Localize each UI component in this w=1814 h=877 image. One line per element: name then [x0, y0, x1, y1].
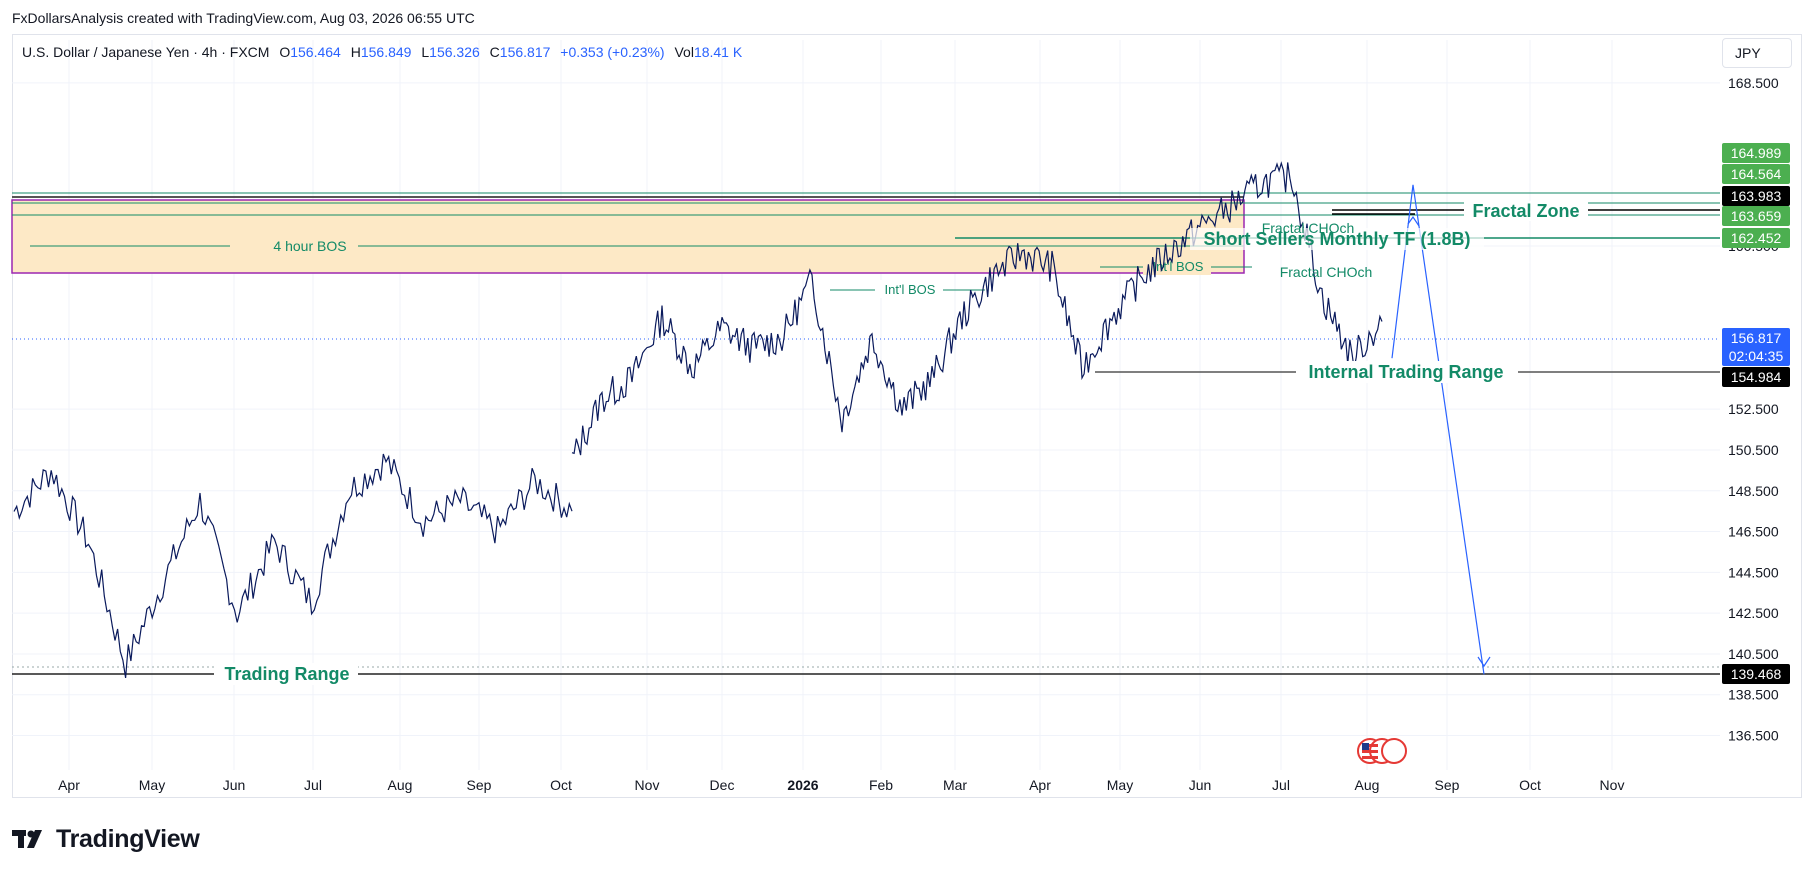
x-tick-5: Sep: [467, 777, 492, 793]
trading-range-label: Trading Range: [224, 664, 349, 684]
badge-139468-text: 139.468: [1731, 666, 1782, 682]
legend-change: +0.353 (+0.23%): [560, 44, 665, 60]
symbol-legend[interactable]: U.S. Dollar / Japanese Yen · 4h · FXCM O…: [22, 44, 742, 60]
chart-grid: [12, 40, 1720, 770]
tradingview-logo-text: TradingView: [56, 824, 200, 853]
x-tick-0: Apr: [58, 777, 80, 793]
x-axis: Apr May Jun Jul Aug Sep Oct Nov Dec 2026 Feb Mar Apr…: [58, 777, 1624, 793]
short-sellers-label-bg: [1190, 228, 1484, 250]
chart-attribution: FxDollarsAnalysis created with TradingVi…: [12, 10, 475, 26]
badge-162452: 162.452: [1722, 228, 1790, 248]
zone-4h-bos: [11, 199, 1245, 274]
us-flag-event-icon[interactable]: [1357, 738, 1407, 764]
x-tick-6: Oct: [550, 777, 572, 793]
legend-symbol: U.S. Dollar / Japanese Yen · 4h · FXCM: [22, 44, 270, 60]
y-tick-9: 138.500: [1728, 687, 1779, 703]
projection-arrowhead-top: [1407, 215, 1420, 227]
intl-bos-label-1: Int'l BOS: [885, 282, 936, 297]
x-tick-2: Jun: [223, 777, 246, 793]
y-tick-7: 142.500: [1728, 605, 1779, 621]
legend-high-value: 156.849: [360, 44, 412, 60]
badge-163983-text: 163.983: [1731, 188, 1782, 204]
x-tick-15: Jul: [1272, 777, 1290, 793]
x-tick-18: Oct: [1519, 777, 1541, 793]
current-price-text: 156.817: [1731, 330, 1782, 346]
y-tick-5: 146.500: [1728, 524, 1779, 540]
badge-154984-text: 154.984: [1731, 369, 1782, 385]
zone-bos-label-bg: [230, 236, 358, 256]
tradingview-logo-icon: [12, 830, 42, 848]
x-tick-13: May: [1107, 777, 1133, 793]
projection-arrowhead-bottom: [1477, 656, 1491, 668]
legend-volume-value: 18.41 K: [693, 44, 743, 60]
x-tick-16: Aug: [1355, 777, 1380, 793]
legend-close-value: 156.817: [499, 44, 551, 60]
legend-high-label: H: [350, 44, 361, 60]
trading-range-label-bg: [214, 663, 358, 685]
badge-139468: 139.468: [1722, 664, 1790, 684]
y-tick-8: 140.500: [1728, 646, 1779, 662]
x-tick-11: Mar: [943, 777, 967, 793]
legend-open-label: O: [279, 44, 291, 60]
y-tick-3: 150.500: [1728, 442, 1779, 458]
x-tick-14: Jun: [1189, 777, 1212, 793]
badge-163983: 163.983: [1722, 186, 1790, 206]
fractal-choch-label-1: Fractal CHOch: [1262, 220, 1355, 236]
price-series-segment-1: [13, 453, 573, 678]
y-tick-10: 136.500: [1728, 728, 1779, 744]
legend-open-value: 156.464: [290, 44, 341, 60]
fractal-choch-label-2: Fractal CHOch: [1280, 264, 1373, 280]
x-tick-4: Aug: [388, 777, 413, 793]
badge-current-price: 156.817 02:04:35: [1722, 328, 1790, 366]
fractal-zone-label: Fractal Zone: [1472, 201, 1579, 221]
intl-bos-label-2: Int'l BOS: [1153, 259, 1204, 274]
internal-range-label-bg: [1296, 361, 1518, 383]
x-tick-8: Dec: [710, 777, 735, 793]
y-tick-4: 148.500: [1728, 483, 1779, 499]
legend-volume-label: Vol: [674, 44, 694, 60]
price-series-segment-2: [571, 161, 1383, 456]
y-tick-0: 168.500: [1728, 75, 1779, 91]
projection-arrow: [1391, 184, 1485, 675]
badge-164989-text: 164.989: [1731, 145, 1782, 161]
intl-bos-label-1-bg: [875, 280, 943, 298]
internal-range-label: Internal Trading Range: [1308, 362, 1503, 382]
zone-bos-label: 4 hour BOS: [273, 238, 346, 254]
badge-163659: 163.659: [1722, 206, 1790, 226]
badge-154984: 154.984: [1722, 367, 1790, 387]
currency-button[interactable]: JPY: [1722, 38, 1792, 68]
x-tick-10: Feb: [869, 777, 893, 793]
y-tick-6: 144.500: [1728, 564, 1779, 580]
legend-low-label: L: [421, 44, 430, 60]
tradingview-logo[interactable]: TradingView: [12, 824, 200, 854]
x-tick-7: Nov: [635, 777, 660, 793]
badge-162452-text: 162.452: [1731, 230, 1782, 246]
x-tick-19: Nov: [1600, 777, 1625, 793]
x-tick-9: 2026: [787, 777, 818, 793]
countdown-text: 02:04:35: [1729, 348, 1784, 364]
legend-low-value: 156.326: [429, 44, 480, 60]
x-tick-12: Apr: [1029, 777, 1051, 793]
legend-close-label: C: [489, 44, 500, 60]
badge-164564: 164.564: [1722, 164, 1790, 184]
x-tick-17: Sep: [1435, 777, 1460, 793]
badge-163659-text: 163.659: [1731, 208, 1782, 224]
short-sellers-label: Short Sellers Monthly TF (1.8B): [1203, 229, 1470, 249]
x-tick-1: May: [139, 777, 165, 793]
x-tick-3: Jul: [304, 777, 322, 793]
badge-164989: 164.989: [1722, 143, 1790, 163]
fractal-zone-label-bg: [1464, 201, 1588, 221]
y-tick-2: 152.500: [1728, 401, 1779, 417]
badge-164564-text: 164.564: [1731, 166, 1782, 182]
